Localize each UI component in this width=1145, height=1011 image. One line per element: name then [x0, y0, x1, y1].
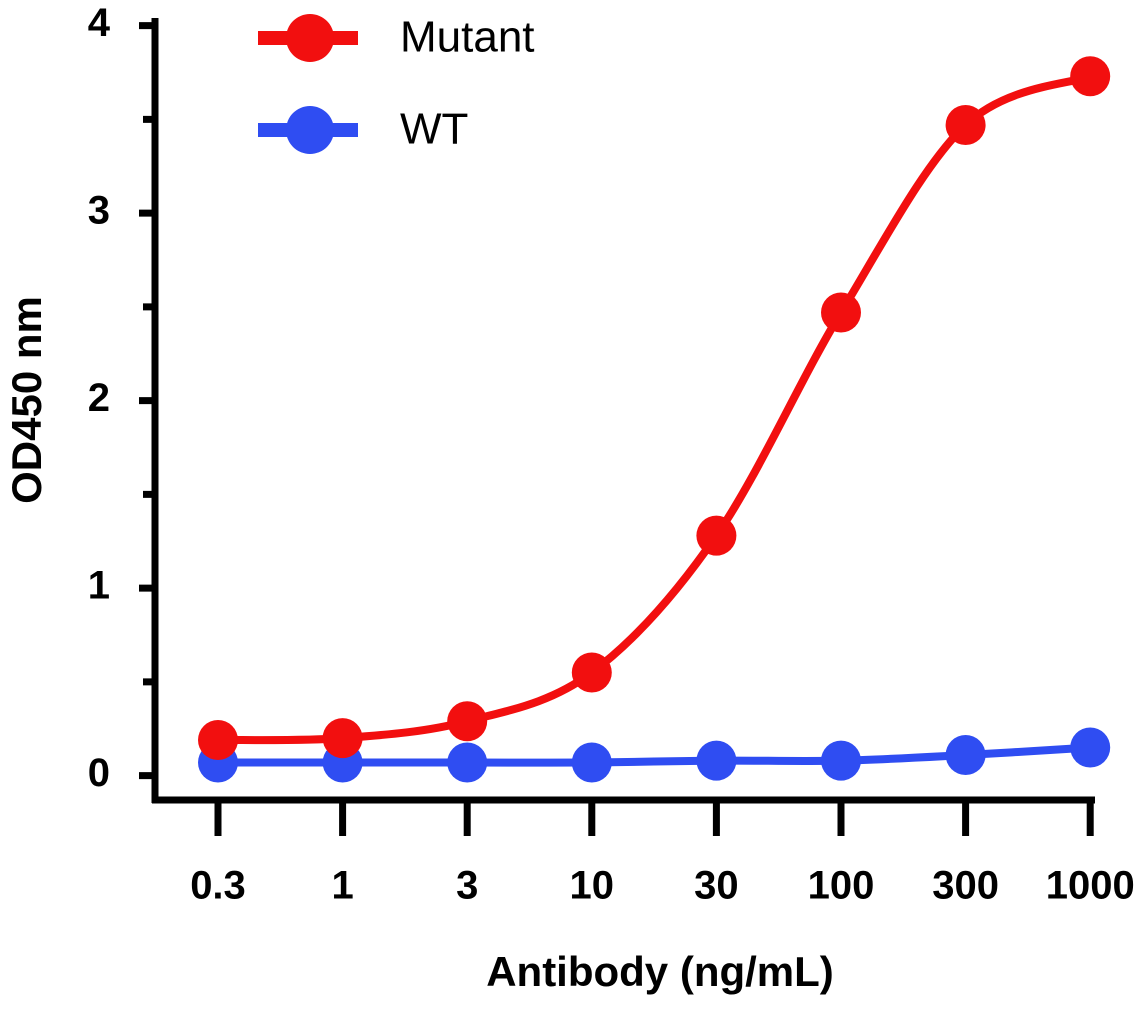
data-point [821, 292, 861, 333]
x-tick-label: 300 [932, 864, 999, 908]
data-point [821, 740, 861, 781]
data-point [447, 742, 488, 783]
data-point [198, 720, 238, 760]
data-point [1070, 56, 1111, 97]
x-tick-label: 30 [694, 864, 739, 908]
data-point [696, 740, 737, 781]
legend-label: Mutant [400, 13, 535, 62]
x-tick-label: 10 [570, 864, 615, 908]
data-point [696, 515, 737, 556]
legend-marker [286, 106, 334, 154]
y-tick-label: 4 [88, 1, 111, 45]
x-tick-label: 0.3 [190, 864, 246, 908]
data-point [571, 742, 612, 783]
data-point [447, 701, 488, 742]
y-axis-label: OD450 nm [3, 296, 50, 504]
series-line [217, 72, 1092, 745]
data-point [571, 652, 612, 693]
y-tick-label: 3 [88, 189, 110, 233]
x-tick-label: 1000 [1046, 864, 1135, 908]
x-tick-label: 1 [331, 864, 353, 908]
y-tick-label: 0 [88, 751, 110, 795]
legend-marker [286, 14, 334, 62]
data-point [322, 718, 363, 759]
x-tick-label: 100 [808, 864, 875, 908]
data-point [945, 105, 986, 145]
data-point [1070, 727, 1111, 768]
data-point [945, 735, 986, 775]
y-tick-label: 1 [88, 564, 110, 608]
x-axis-label: Antibody (ng/mL) [486, 948, 834, 995]
y-tick-label: 2 [88, 376, 110, 420]
x-tick-label: 3 [456, 864, 478, 908]
legend-label: WT [400, 105, 468, 154]
